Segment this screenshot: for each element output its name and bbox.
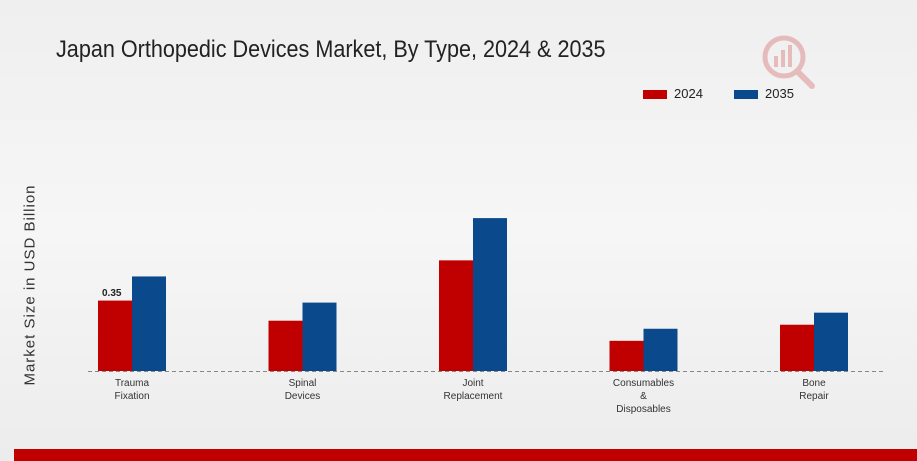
bar-joint-replacement-2024 xyxy=(439,260,473,371)
bottom-accent-bar xyxy=(14,449,917,461)
category-label-spinal-devices: Spinal Devices xyxy=(243,377,363,403)
category-label-line: Disposables xyxy=(616,404,671,415)
bar-consumables-disposables-2024 xyxy=(609,340,644,371)
bar-joint-replacement-2035 xyxy=(473,218,507,371)
bar-trauma-fixation-2035 xyxy=(132,276,166,371)
legend-label-2024: 2024 xyxy=(674,86,703,101)
bar-spinal-devices-2035 xyxy=(302,302,337,371)
category-label-line: Joint xyxy=(462,378,484,389)
legend-swatch-2035 xyxy=(734,90,758,99)
category-label-line: & xyxy=(640,391,647,402)
category-label-line: Spinal xyxy=(288,378,317,389)
category-label-line: Repair xyxy=(799,391,829,402)
category-label-line: Replacement xyxy=(443,391,503,402)
bar-bone-repair-2035 xyxy=(814,312,848,371)
data-label: 0.35 xyxy=(102,287,122,299)
category-label-trauma-fixation: Trauma Fixation xyxy=(72,377,192,403)
bar-bone-repair-2024 xyxy=(780,324,814,371)
legend-label-2035: 2035 xyxy=(765,86,794,101)
category-label-line: Bone xyxy=(802,378,826,389)
bar-chart-magnifier-icon xyxy=(757,30,819,92)
legend-swatch-2024 xyxy=(643,90,667,99)
category-label-line: Trauma xyxy=(114,378,150,389)
category-label-consumables-disposables: Consumables & Disposables xyxy=(584,377,704,416)
category-label-joint-replacement: Joint Replacement xyxy=(413,377,533,403)
chart-title: Japan Orthopedic Devices Market, By Type… xyxy=(56,36,606,63)
bars-group xyxy=(98,218,848,371)
bar-consumables-disposables-2035 xyxy=(643,328,678,371)
category-label-line: Devices xyxy=(284,391,321,402)
bar-trauma-fixation-2024 xyxy=(98,300,132,371)
category-label-line: Consumables xyxy=(612,378,675,389)
bar-spinal-devices-2024 xyxy=(268,320,303,371)
category-label-line: Fixation xyxy=(114,391,150,402)
category-label-bone-repair: Bone Repair xyxy=(754,377,874,403)
